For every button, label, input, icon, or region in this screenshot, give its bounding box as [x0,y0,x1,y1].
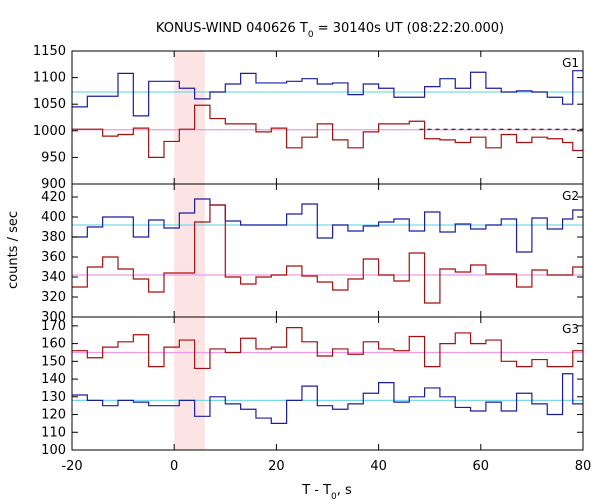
x-tick-label: 20 [268,459,285,474]
panel-G1-y-tick-label: 1000 [33,124,66,139]
panel-G3-y-tick-label: 120 [41,408,66,423]
panel-G1-y-tick-label: 1050 [33,97,66,112]
panel-G3-y-tick-label: 100 [41,443,66,458]
panel-G2-label: G2 [562,189,579,203]
panel-G1-y-tick-label: 900 [41,177,66,192]
panel-G2-y-tick-label: 340 [41,270,66,285]
panel-G1-label: G1 [562,56,579,70]
panel-G1-frame [71,50,584,185]
x-tick-label: 40 [370,459,387,474]
panel-G3-label: G3 [562,322,579,336]
x-axis-label: T - T0, s [301,483,352,500]
x-axis-label-main: T - T [301,483,331,498]
x-tick-label: 80 [575,459,592,474]
panel-G1-series-blue [72,70,583,117]
chart-title-rest: = 30140s UT (08:22:20.000) [314,21,504,36]
panel-G1-y-tick-label: 950 [41,150,66,165]
panel-G2-frame [71,183,584,318]
y-axis-label: counts / sec [6,211,21,289]
panel-G2-y-tick-label: 300 [41,310,66,325]
chart-title-sub: 0 [308,30,314,40]
plot-area: 9009501000105011001150G13003203403603804… [33,44,591,474]
panel-G3-y-tick-label: 170 [41,319,66,334]
panel-G3-y-tick-label: 110 [41,425,66,440]
x-axis-label-sub: 0 [331,492,337,500]
panel-G2-y-tick-label: 400 [41,210,66,225]
panel-G3-series-blue [72,373,583,424]
panel-G2-series-blue [72,198,583,253]
panel-G1-y-tick-label: 1150 [33,44,66,59]
panel-G3-y-tick-label: 160 [41,337,66,352]
panel-G2-y-tick-label: 360 [41,250,66,265]
panel-G2-y-tick-label: 380 [41,230,66,245]
panel-G2-series-red [72,204,583,304]
x-axis-label-rest: , s [337,483,352,498]
panel-G1-series-red [72,104,583,158]
chart-title-main: KONUS-WIND 040626 T [156,21,308,36]
x-tick-label: 60 [473,459,490,474]
x-tick-label: -20 [61,459,82,474]
panel-G3-y-tick-label: 140 [41,372,66,387]
panel-G3-y-tick-label: 130 [41,390,66,405]
panel-G2-y-tick-label: 320 [41,290,66,305]
highlight-interval [174,51,205,450]
chart-title: KONUS-WIND 040626 T0 = 30140s UT (08:22:… [156,21,504,40]
panel-G3-frame [71,316,584,451]
panel-G1-y-tick-label: 1100 [33,71,66,86]
x-tick-label: 0 [170,459,178,474]
panel-G2-y-tick-label: 420 [41,190,66,205]
panel-G3-y-tick-label: 150 [41,354,66,369]
panel-G3-series-red [72,327,583,370]
